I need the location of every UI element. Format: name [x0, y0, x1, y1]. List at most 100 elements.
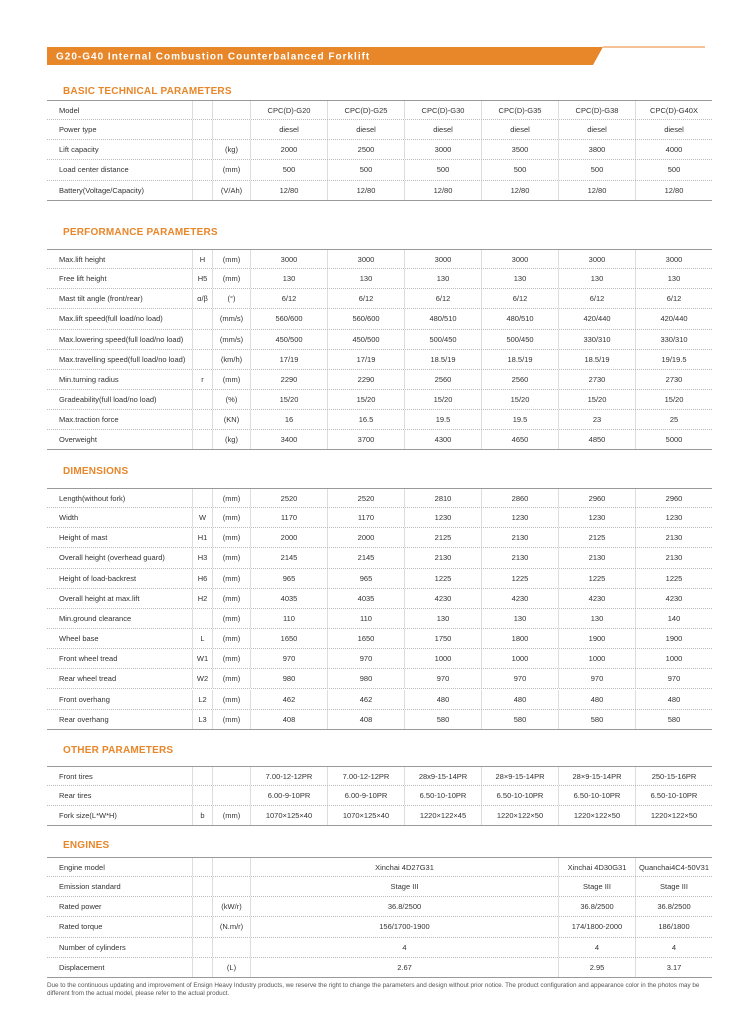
value-cell: 970 [327, 649, 404, 669]
unit: (mm) [212, 508, 250, 528]
value-cell: 1900 [635, 629, 712, 649]
value-cell: 408 [250, 709, 327, 729]
value-cell: 560/600 [327, 309, 404, 329]
unit: (kW/r) [212, 897, 250, 917]
symbol [192, 410, 212, 430]
value-cell: 12/80 [327, 180, 404, 200]
value-cell: 130 [404, 269, 481, 289]
unit: (mm/s) [212, 329, 250, 349]
value-cell: 1225 [635, 568, 712, 588]
row-label: Front overhang [59, 694, 110, 704]
symbol: b [192, 806, 212, 826]
value-cell: 2145 [327, 548, 404, 568]
unit: (mm) [212, 649, 250, 669]
row-label: Number of cylinders [59, 942, 126, 952]
row-label: Fork size(L*W*H) [59, 811, 117, 821]
value-cell: diesel [250, 120, 327, 140]
value-cell: 1170 [327, 508, 404, 528]
value-cell: 450/500 [327, 329, 404, 349]
value-cell: 15/20 [558, 390, 635, 410]
value-cell: 5000 [635, 430, 712, 450]
value-cell: 1225 [404, 568, 481, 588]
value-cell: 6/12 [481, 289, 558, 309]
value-cell: 420/440 [635, 309, 712, 329]
table-row: Free lift height H5 (mm) 130 130 130 130 130 130 [47, 269, 712, 290]
value-cell: 12/80 [404, 180, 481, 200]
value-cell: 3000 [250, 250, 327, 269]
value-cell: 1230 [635, 508, 712, 528]
row-label: Front tires [59, 772, 93, 781]
value-cell: 2000 [327, 528, 404, 548]
value-cell: 2810 [404, 489, 481, 508]
value-cell: 3000 [404, 140, 481, 160]
unit: (N.m/r) [212, 917, 250, 937]
section-title: BASIC TECHNICAL PARAMETERS [63, 86, 232, 97]
symbol [192, 120, 212, 140]
symbol [192, 897, 212, 917]
symbol [192, 767, 212, 786]
symbol: W2 [192, 669, 212, 689]
row-label: Lift capacity [59, 145, 99, 155]
value-cell: 4230 [404, 588, 481, 608]
value-cell: 580 [635, 709, 712, 729]
row-label: Max.traction force [59, 415, 119, 425]
unit: (mm) [212, 548, 250, 568]
value-cell: 140 [635, 608, 712, 629]
value-cell: 6.50-10-10PR [558, 786, 635, 806]
value-cell: 130 [404, 608, 481, 629]
value-cell: CPC(D)-G35 [481, 101, 558, 120]
value-cell: 3000 [327, 250, 404, 269]
value-cell: 2560 [404, 369, 481, 390]
value-cell: 6.00-9-10PR [327, 786, 404, 806]
value-cell: Xinchai 4D30G31 [558, 858, 635, 877]
value-cell: 3000 [635, 250, 712, 269]
value-cell: 1170 [250, 508, 327, 528]
value-cell: 1800 [481, 629, 558, 649]
value-cell: 4 [635, 937, 712, 957]
symbol: H [192, 250, 212, 269]
value-cell: 2960 [558, 489, 635, 508]
table-row: Displacement (L) 2.67 2.95 3.17 [47, 957, 712, 978]
row-label: Wheel base [59, 634, 99, 644]
table-row: Mast tilt angle (front/rear) α/β (°) 6/12 6/… [47, 289, 712, 310]
row-label: Mast tilt angle (front/rear) [59, 294, 143, 304]
value-cell: 1230 [481, 508, 558, 528]
value-cell: Stage III [558, 877, 635, 897]
value-cell: 12/80 [481, 180, 558, 200]
table-row: Front tires 7.00-12-12PR 7.00-12-12PR 28x9-… [47, 766, 712, 787]
unit: (L) [212, 957, 250, 977]
value-cell: diesel [404, 120, 481, 140]
value-cell: 4 [250, 937, 558, 957]
row-label: Emission standard [59, 882, 121, 892]
symbol [192, 160, 212, 180]
value-cell: diesel [327, 120, 404, 140]
value-cell: 18.5/19 [481, 349, 558, 369]
value-cell: 1750 [404, 629, 481, 649]
value-cell: 2145 [250, 548, 327, 568]
value-cell: 6/12 [635, 289, 712, 309]
unit: (km/h) [212, 349, 250, 369]
value-cell: 3000 [404, 250, 481, 269]
symbol: H5 [192, 269, 212, 289]
value-cell: 408 [327, 709, 404, 729]
value-cell: 28×9-15-14PR [558, 767, 635, 786]
unit: (mm) [212, 160, 250, 180]
value-cell: 980 [327, 669, 404, 689]
symbol [192, 140, 212, 160]
row-label: Gradeability(full load/no load) [59, 395, 157, 405]
value-cell: 4230 [558, 588, 635, 608]
value-cell: 980 [250, 669, 327, 689]
symbol [192, 329, 212, 349]
symbol [192, 101, 212, 120]
value-cell: 500/450 [481, 329, 558, 349]
table-row: Number of cylinders 4 4 4 [47, 937, 712, 958]
value-cell: 500 [635, 160, 712, 180]
table-row: Wheel base L (mm) 1650 1650 1750 1800 1900 1900 [47, 629, 712, 650]
value-cell: 2960 [635, 489, 712, 508]
value-cell: 250-15-16PR [635, 767, 712, 786]
value-cell: 15/20 [404, 390, 481, 410]
section-title: ENGINES [63, 840, 110, 851]
table-row: Overall height (overhead guard) H3 (mm) 214… [47, 548, 712, 569]
table-row: Rated torque (N.m/r) 156/1700-1900 174/1800… [47, 917, 712, 938]
